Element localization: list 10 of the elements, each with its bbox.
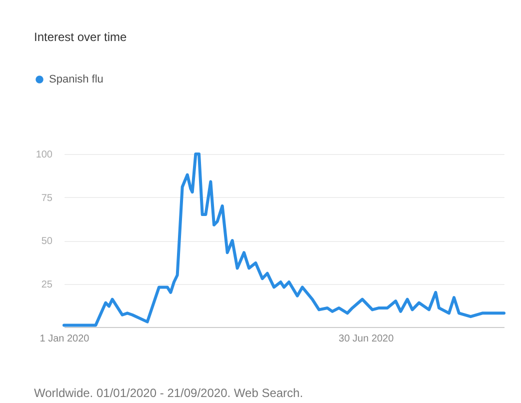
chart-title: Interest over time	[34, 30, 128, 44]
text: Worldwide. 01/01/2020 - 21/09/2020. Web Search.	[34, 386, 304, 400]
y-tick-label: 50	[41, 236, 53, 247]
x-tick-label: 30 Jun 2020	[338, 334, 394, 344]
x-tick-label: 1 Jan 2020	[40, 334, 90, 344]
legend-label: Spanish flu	[49, 74, 104, 86]
line-series	[62, 152, 506, 327]
y-tick-label: 100	[36, 150, 53, 160]
y-tick-label: 25	[41, 279, 53, 290]
y-tick-label: 75	[41, 192, 53, 204]
